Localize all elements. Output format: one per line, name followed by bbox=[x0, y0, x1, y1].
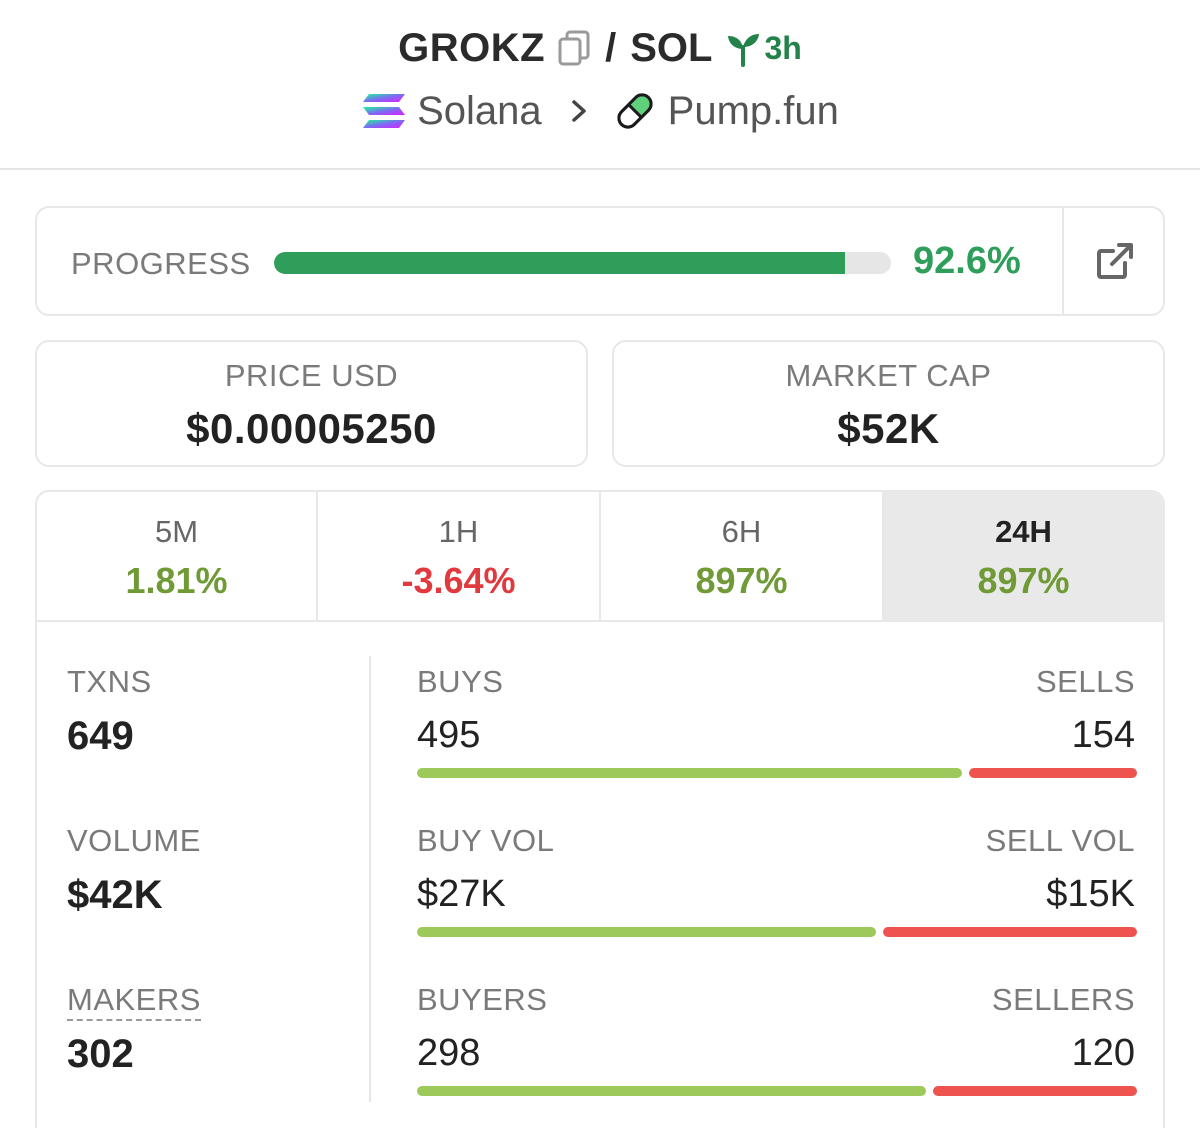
tab-change: 897% bbox=[695, 560, 788, 601]
chain-link[interactable]: Solana bbox=[417, 88, 542, 133]
makers-label[interactable]: MAKERS bbox=[67, 982, 201, 1021]
progress-value: 92.6% bbox=[913, 240, 1021, 282]
market-cap-label: MARKET CAP bbox=[785, 358, 992, 393]
tab-change: 1.81% bbox=[125, 560, 228, 601]
buyers-bar bbox=[417, 1086, 926, 1096]
txns-value: 649 bbox=[67, 714, 134, 758]
quote-symbol: SOL bbox=[630, 26, 713, 70]
tab-label: 1H bbox=[438, 514, 479, 549]
sellers-bar bbox=[933, 1086, 1137, 1096]
buys-value: 495 bbox=[417, 714, 481, 756]
volume-label: VOLUME bbox=[67, 823, 201, 858]
buyers-label: BUYERS bbox=[417, 982, 548, 1017]
pair-header: GROKZ / SOL 3h Solana bbox=[0, 0, 1200, 170]
progress-label: PROGRESS bbox=[71, 246, 251, 281]
sells-value: 154 bbox=[1071, 714, 1135, 756]
sellers-label: SELLERS bbox=[991, 982, 1135, 1017]
pill-icon bbox=[617, 93, 653, 129]
copy-icon[interactable] bbox=[557, 30, 591, 68]
makers-value: 302 bbox=[67, 1032, 134, 1076]
tab-1h[interactable]: 1H -3.64% bbox=[318, 492, 601, 620]
pair-separator: / bbox=[605, 26, 617, 70]
sells-label: SELLS bbox=[1035, 664, 1135, 699]
tab-5m[interactable]: 5M 1.81% bbox=[37, 492, 318, 620]
column-divider bbox=[369, 656, 371, 1102]
sell-vol-bar bbox=[883, 927, 1137, 937]
price-usd-card: PRICE USD $0.00005250 bbox=[35, 340, 588, 467]
tab-24h[interactable]: 24H 897% bbox=[884, 492, 1163, 620]
market-cap-value: $52K bbox=[837, 405, 940, 452]
sellers-value: 120 bbox=[1071, 1032, 1135, 1074]
tab-label: 5M bbox=[154, 514, 199, 549]
sprout-icon bbox=[728, 33, 760, 67]
buy-sell-vol-bar bbox=[417, 927, 1137, 937]
buy-vol-bar bbox=[417, 927, 876, 937]
tab-label: 24H bbox=[995, 514, 1052, 549]
buy-vol-label: BUY VOL bbox=[417, 823, 555, 858]
external-link-icon bbox=[1096, 243, 1133, 279]
buyers-sellers-bar bbox=[417, 1086, 1137, 1096]
sell-vol-label: SELL VOL bbox=[985, 823, 1135, 858]
tab-6h[interactable]: 6H 897% bbox=[601, 492, 884, 620]
market-cap-card: MARKET CAP $52K bbox=[612, 340, 1165, 467]
txns-label: TXNS bbox=[67, 664, 152, 699]
price-usd-label: PRICE USD bbox=[224, 358, 399, 393]
chevron-right-icon bbox=[571, 100, 586, 122]
chain-breadcrumb: Solana Pump.fun bbox=[0, 88, 1200, 134]
timeframe-tabs: 5M 1.81% 1H -3.64% 6H 897% 24H 897% bbox=[37, 492, 1163, 622]
pair-title-row: GROKZ / SOL 3h bbox=[0, 26, 1200, 71]
tab-label: 6H bbox=[721, 514, 762, 549]
volume-value: $42K bbox=[67, 873, 163, 917]
open-external-button[interactable] bbox=[1064, 208, 1165, 314]
buys-bar bbox=[417, 768, 962, 778]
buy-vol-value: $27K bbox=[417, 873, 506, 915]
buyers-value: 298 bbox=[417, 1032, 481, 1074]
bonding-progress-card: PROGRESS 92.6% bbox=[35, 206, 1165, 316]
progress-divider bbox=[1062, 208, 1064, 314]
sell-vol-value: $15K bbox=[1046, 873, 1135, 915]
buys-sells-bar bbox=[417, 768, 1137, 778]
progress-fill bbox=[274, 252, 846, 274]
progress-bar bbox=[274, 252, 891, 274]
price-usd-value: $0.00005250 bbox=[186, 405, 437, 452]
pair-age: 3h bbox=[764, 30, 802, 66]
buys-label: BUYS bbox=[417, 664, 504, 699]
stats-panel: 5M 1.81% 1H -3.64% 6H 897% 24H 897% TXNS… bbox=[35, 490, 1165, 1128]
sells-bar bbox=[969, 768, 1137, 778]
dex-link[interactable]: Pump.fun bbox=[667, 88, 839, 133]
solana-logo-icon bbox=[363, 94, 406, 128]
tab-change: 897% bbox=[977, 560, 1070, 601]
tab-change: -3.64% bbox=[401, 560, 516, 601]
token-symbol: GROKZ bbox=[398, 26, 546, 70]
